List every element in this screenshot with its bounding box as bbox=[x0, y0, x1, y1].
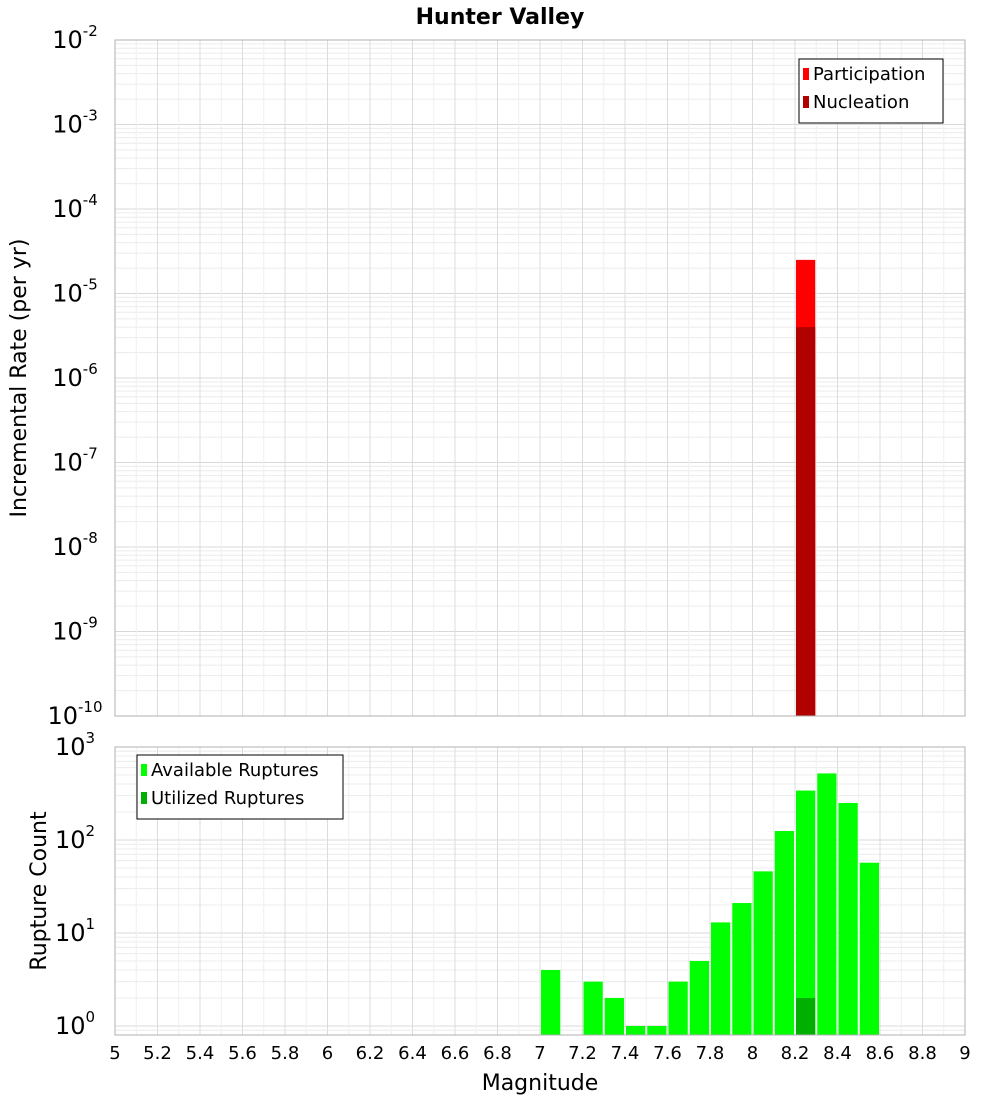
x-tick-label: 8.8 bbox=[908, 1043, 937, 1064]
x-tick-label: 8.6 bbox=[866, 1043, 895, 1064]
x-tick-label: 9 bbox=[959, 1043, 970, 1064]
y-axis-title-0: Incremental Rate (per yr) bbox=[7, 239, 32, 518]
bar bbox=[668, 981, 688, 1035]
x-tick-label: 7.4 bbox=[611, 1043, 640, 1064]
bar bbox=[796, 790, 816, 1035]
legend-swatch bbox=[141, 764, 147, 776]
y-tick-label: 10-5 bbox=[52, 276, 98, 308]
bar bbox=[838, 802, 858, 1035]
bar bbox=[817, 773, 837, 1035]
x-tick-label: 8.2 bbox=[781, 1043, 810, 1064]
x-tick-label: 8 bbox=[747, 1043, 758, 1064]
series-nucleation bbox=[796, 327, 816, 716]
bar bbox=[583, 981, 603, 1035]
bar bbox=[689, 960, 709, 1035]
legend-label: Nucleation bbox=[813, 92, 909, 113]
legend-box bbox=[136, 754, 344, 820]
x-tick-label: 8.4 bbox=[823, 1043, 852, 1064]
x-tick-label: 6.8 bbox=[483, 1043, 512, 1064]
x-tick-label: 5.4 bbox=[186, 1043, 215, 1064]
bar bbox=[859, 862, 879, 1035]
bar bbox=[774, 830, 794, 1035]
x-tick-label: 7 bbox=[534, 1043, 545, 1064]
y-tick-label: 10-2 bbox=[52, 22, 98, 54]
bar bbox=[796, 997, 816, 1035]
y-tick-label: 10-6 bbox=[52, 360, 98, 392]
legend-label: Available Ruptures bbox=[151, 760, 319, 781]
x-tick-label: 5.8 bbox=[271, 1043, 300, 1064]
x-tick-label: 6 bbox=[322, 1043, 333, 1064]
bar bbox=[647, 1025, 667, 1035]
y-tick-label: 100 bbox=[55, 1008, 95, 1040]
bar bbox=[796, 327, 816, 716]
legend-swatch bbox=[803, 68, 809, 80]
bar bbox=[541, 969, 561, 1035]
y-tick-label: 10-7 bbox=[52, 445, 98, 477]
x-tick-label: 7.6 bbox=[653, 1043, 682, 1064]
bar bbox=[711, 922, 731, 1035]
y-tick-label: 10-4 bbox=[52, 191, 98, 223]
x-tick-label: 5.2 bbox=[143, 1043, 172, 1064]
y-axis-title-1: Rupture Count bbox=[27, 811, 52, 971]
x-tick-label: 5.6 bbox=[228, 1043, 257, 1064]
legend-1: Available Ruptures Utilized Ruptures bbox=[136, 754, 344, 820]
legend-label: Participation bbox=[813, 64, 925, 85]
legend-box bbox=[798, 58, 944, 124]
y-tick-label: 10-3 bbox=[52, 107, 98, 139]
plot-frame-1 bbox=[114, 746, 966, 1036]
series-utilized-ruptures bbox=[796, 997, 816, 1035]
x-tick-label: 5 bbox=[109, 1043, 120, 1064]
grid-0 bbox=[114, 39, 966, 717]
bar bbox=[753, 871, 773, 1035]
x-axis-title: Magnitude bbox=[482, 1071, 599, 1096]
legend-label: Utilized Ruptures bbox=[151, 788, 304, 809]
y-tick-label: 102 bbox=[55, 822, 95, 854]
y-tick-label: 101 bbox=[55, 915, 95, 947]
x-tick-label: 7.2 bbox=[568, 1043, 597, 1064]
x-tick-label: 6.6 bbox=[441, 1043, 470, 1064]
bar bbox=[626, 1025, 646, 1035]
bar bbox=[732, 903, 752, 1035]
x-tick-label: 7.8 bbox=[696, 1043, 725, 1064]
y-tick-label: 10-9 bbox=[52, 614, 98, 646]
legend-swatch bbox=[803, 96, 809, 108]
series-available-ruptures bbox=[541, 773, 879, 1035]
bar bbox=[604, 997, 624, 1035]
chart-title: Hunter Valley bbox=[416, 5, 585, 30]
y-tick-label: 10-8 bbox=[52, 529, 98, 561]
x-tick-label: 6.4 bbox=[398, 1043, 427, 1064]
y-tick-label: 103 bbox=[55, 729, 95, 761]
x-tick-label: 6.2 bbox=[356, 1043, 385, 1064]
plot-frame-0 bbox=[114, 39, 966, 717]
legend-0: Participation Nucleation bbox=[798, 58, 944, 124]
y-tick-label: 10-10 bbox=[47, 698, 102, 730]
legend-swatch bbox=[141, 792, 147, 804]
